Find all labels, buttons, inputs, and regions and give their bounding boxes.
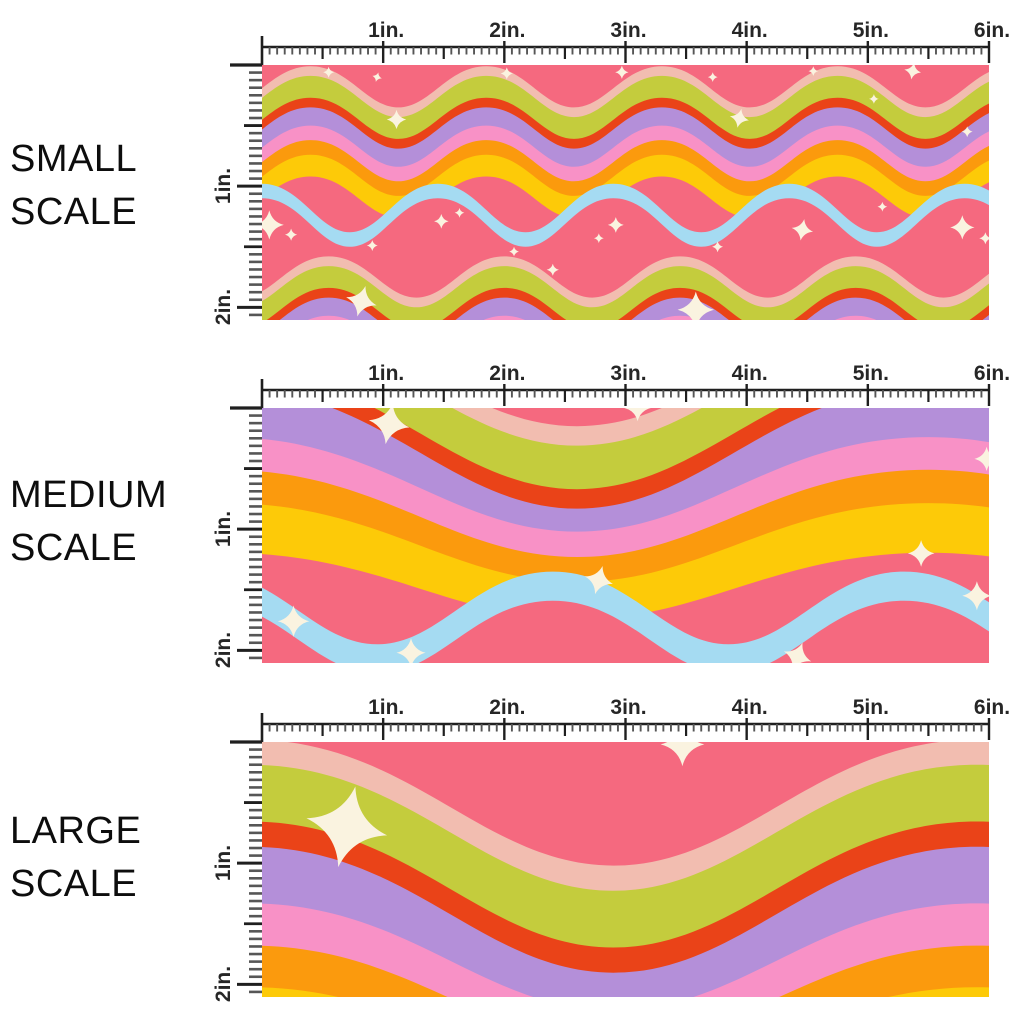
panel-title-large: LARGE SCALE	[10, 810, 142, 905]
wave-bands-large	[262, 742, 989, 997]
top-ruler-large	[260, 713, 991, 742]
top-ruler-label-4in-medium: 4in.	[731, 362, 768, 385]
sparkle-stars-medium	[277, 408, 989, 663]
top-ruler-label-5in-small: 5in.	[852, 19, 889, 42]
sparkle-star-icon	[434, 214, 449, 229]
sparkle-star-icon	[979, 232, 989, 245]
panel-title-medium: MEDIUM SCALE	[10, 474, 168, 569]
sparkle-star-icon	[808, 66, 819, 76]
panel-title-small: SMALL SCALE	[10, 138, 138, 233]
top-ruler-label-5in-medium: 5in.	[852, 362, 889, 385]
sparkle-star-icon	[961, 126, 973, 138]
top-ruler-label-1in-medium: 1in.	[368, 362, 405, 385]
top-ruler-label-1in-large: 1in.	[368, 696, 405, 719]
sparkle-star-icon	[791, 219, 814, 241]
side-ruler-label-2in-large: 2in.	[212, 966, 235, 1003]
sparkle-star-icon	[729, 108, 749, 128]
sparkle-star-icon	[396, 638, 426, 663]
sparkle-star-icon	[615, 65, 629, 79]
sparkle-star-icon	[907, 540, 935, 567]
sparkle-star-icon	[372, 72, 382, 82]
sparkle-star-icon	[962, 581, 989, 611]
sparkle-stars-large	[306, 742, 705, 868]
sparkle-star-icon	[660, 742, 705, 767]
top-ruler-label-5in-large: 5in.	[852, 696, 889, 719]
sparkle-star-icon	[594, 233, 604, 244]
sparkle-star-icon	[509, 246, 519, 257]
side-ruler-medium	[230, 406, 262, 660]
top-ruler-label-3in-small: 3in.	[610, 19, 647, 42]
sparkle-star-icon	[285, 228, 298, 241]
sparkle-star-icon	[869, 94, 879, 104]
side-ruler-large	[230, 740, 262, 994]
sparkle-star-icon	[904, 65, 921, 80]
side-ruler-small	[230, 63, 262, 317]
top-ruler-label-6in-small: 6in.	[973, 19, 1011, 42]
top-ruler-medium	[260, 379, 991, 408]
sparkle-star-icon	[712, 241, 723, 253]
top-ruler-label-2in-small: 2in.	[489, 19, 526, 42]
top-ruler-label-6in-medium: 6in.	[973, 362, 1011, 385]
sparkle-star-icon	[624, 408, 651, 422]
sparkle-star-icon	[783, 642, 812, 663]
sparkle-star-icon	[974, 446, 989, 471]
fabric-swatch-medium	[262, 408, 989, 663]
top-ruler-label-4in-large: 4in.	[731, 696, 768, 719]
fabric-swatch-small	[262, 65, 989, 320]
sparkle-stars-small	[262, 65, 989, 320]
wave-bands-small	[262, 66, 989, 320]
sparkle-star-icon	[950, 215, 975, 240]
sparkle-star-icon	[454, 208, 465, 218]
sparkle-star-icon	[584, 565, 613, 595]
sparkle-star-icon	[306, 786, 388, 868]
sparkle-star-icon	[262, 210, 284, 240]
fabric-swatch-large	[262, 742, 989, 997]
sparkle-star-icon	[877, 201, 888, 212]
wave-bands-medium	[262, 408, 989, 663]
sparkle-star-icon	[323, 66, 335, 78]
top-ruler-label-6in-large: 6in.	[973, 696, 1011, 719]
sparkle-star-icon	[607, 217, 624, 233]
sparkle-star-icon	[368, 408, 410, 445]
sparkle-star-icon	[346, 286, 377, 317]
sparkle-star-icon	[546, 263, 559, 276]
sparkle-star-icon	[386, 109, 407, 130]
top-ruler-label-4in-small: 4in.	[731, 19, 768, 42]
top-ruler-label-3in-large: 3in.	[610, 696, 647, 719]
sparkle-star-icon	[500, 67, 513, 80]
top-ruler-label-2in-large: 2in.	[489, 696, 526, 719]
sparkle-star-icon	[707, 72, 718, 82]
side-ruler-label-1in-large: 1in.	[212, 845, 235, 882]
sparkle-star-icon	[366, 240, 378, 251]
sparkle-star-icon	[677, 291, 714, 320]
top-ruler-label-1in-small: 1in.	[368, 19, 405, 42]
top-ruler-label-2in-medium: 2in.	[489, 362, 526, 385]
sparkle-star-icon	[277, 605, 310, 637]
top-ruler-label-3in-medium: 3in.	[610, 362, 647, 385]
top-ruler-small	[260, 36, 991, 65]
